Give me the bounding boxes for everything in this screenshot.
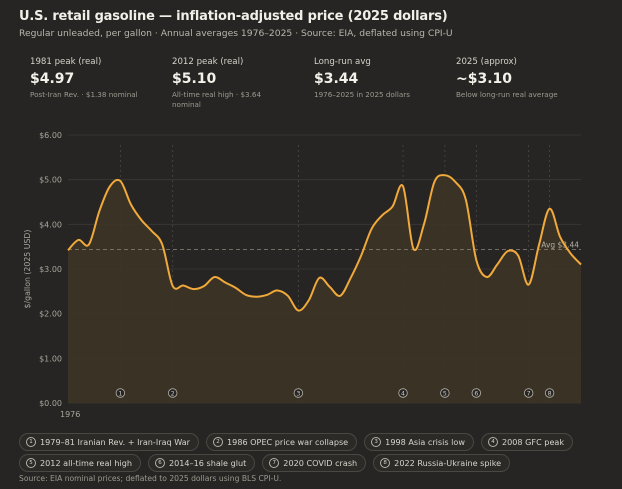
event-marker-number: 7 bbox=[527, 390, 531, 397]
event-marker-number: 3 bbox=[296, 390, 300, 397]
event-marker-number: 6 bbox=[474, 390, 478, 397]
stat-card-1981-peak: 1981 peak (real) $4.97 Post-Iran Rev. · … bbox=[30, 57, 170, 100]
legend-number: 3 bbox=[371, 437, 382, 447]
legend-number: 6 bbox=[154, 458, 165, 468]
stat-value: ~$3.10 bbox=[456, 71, 513, 87]
y-tick-label: $4.00 bbox=[39, 220, 62, 229]
legend-text: 2012 all-time real high bbox=[40, 458, 132, 468]
event-marker: 3 bbox=[293, 388, 304, 398]
stat-value: $4.97 bbox=[30, 71, 75, 87]
footer-note: Source: EIA nominal prices; deflated to … bbox=[19, 474, 282, 483]
legend-text: 2014–16 shale glut bbox=[168, 458, 247, 468]
stat-card-2012-peak: 2012 peak (real) $5.10 All-time real hig… bbox=[172, 57, 312, 109]
stat-note: Below long-run real average bbox=[456, 90, 558, 99]
legend-row-2: 5 2012 all-time real high 6 2014–16 shale … bbox=[19, 454, 511, 472]
x-axis-start-label: 1976 bbox=[60, 410, 80, 419]
stat-label: Long-run avg bbox=[314, 57, 371, 67]
price-line bbox=[67, 174, 582, 312]
legend-text: 1979–81 Iranian Rev. + Iran-Iraq War bbox=[40, 437, 191, 447]
legend-item: 5 2012 all-time real high bbox=[19, 454, 141, 472]
event-marker: 7 bbox=[523, 388, 534, 398]
y-tick-label: $3.00 bbox=[39, 265, 62, 274]
legend-text: 1986 OPEC price war collapse bbox=[227, 437, 349, 447]
legend-number: 1 bbox=[26, 437, 36, 447]
average-label: Avg $3.44 bbox=[541, 240, 579, 249]
stat-label: 2025 (approx) bbox=[456, 57, 517, 67]
chart-title: U.S. retail gasoline — inflation-adjuste… bbox=[19, 9, 448, 24]
y-tick-label: $6.00 bbox=[39, 131, 62, 140]
price-area bbox=[68, 175, 581, 403]
stat-card-long-run-avg: Long-run avg $3.44 1976–2025 in 2025 dol… bbox=[314, 57, 454, 100]
event-marker: 8 bbox=[544, 388, 555, 398]
stat-card-2025: 2025 (approx) ~$3.10 Below long-run real… bbox=[456, 57, 596, 100]
event-marker: 6 bbox=[471, 388, 482, 398]
legend-item: 3 1998 Asia crisis low bbox=[364, 433, 474, 451]
event-marker: 4 bbox=[398, 388, 408, 398]
legend-text: 2020 COVID crash bbox=[283, 458, 358, 468]
stat-note: All-time real high · $3.64 nominal bbox=[172, 90, 262, 109]
y-tick-label: $2.00 bbox=[39, 310, 62, 319]
event-marker-number: 1 bbox=[118, 390, 122, 397]
event-marker-number: 5 bbox=[443, 390, 447, 397]
legend-number: 7 bbox=[269, 458, 280, 468]
legend-text: 2022 Russia-Ukraine spike bbox=[394, 458, 502, 468]
legend-number: 4 bbox=[487, 437, 498, 447]
stat-note: Post-Iran Rev. · $1.38 nominal bbox=[30, 90, 138, 99]
y-tick-label: $0.00 bbox=[39, 399, 62, 408]
y-axis-label: $/gallon (2025 USD) bbox=[23, 230, 32, 309]
stat-value: $3.44 bbox=[314, 71, 359, 87]
legend-item: 4 2008 GFC peak bbox=[480, 433, 574, 451]
stat-label: 1981 peak (real) bbox=[30, 57, 102, 67]
legend-item: 8 2022 Russia-Ukraine spike bbox=[373, 454, 511, 472]
price-chart: $0.00 $1.00 $2.00 $3.00 $4.00 $5.00 $6.00 Avg … bbox=[23, 131, 582, 419]
event-marker-number: 2 bbox=[171, 390, 175, 397]
stat-value: $5.10 bbox=[172, 71, 217, 87]
legend-number: 2 bbox=[213, 437, 224, 447]
y-tick-label: $5.00 bbox=[39, 176, 62, 185]
event-marker-number: 8 bbox=[548, 390, 552, 397]
legend-item: 7 2020 COVID crash bbox=[262, 454, 367, 472]
event-marker: 2 bbox=[167, 388, 178, 398]
chart-subtitle: Regular unleaded, per gallon · Annual av… bbox=[19, 28, 453, 39]
event-marker: 5 bbox=[440, 388, 450, 398]
legend-item: 6 2014–16 shale glut bbox=[147, 454, 256, 472]
event-marker: 1 bbox=[115, 388, 126, 398]
stat-label: 2012 peak (real) bbox=[172, 57, 244, 67]
legend-item: 1 1979–81 Iranian Rev. + Iran-Iraq War bbox=[19, 433, 200, 451]
legend-text: 1998 Asia crisis low bbox=[385, 437, 465, 447]
y-tick-label: $1.00 bbox=[39, 354, 62, 363]
stat-note: 1976–2025 in 2025 dollars bbox=[314, 90, 410, 99]
legend-number: 8 bbox=[380, 458, 391, 468]
legend-item: 2 1986 OPEC price war collapse bbox=[206, 433, 358, 451]
legend-text: 2008 GFC peak bbox=[501, 437, 565, 447]
legend-number: 5 bbox=[26, 458, 36, 468]
event-marker-number: 4 bbox=[401, 390, 405, 397]
